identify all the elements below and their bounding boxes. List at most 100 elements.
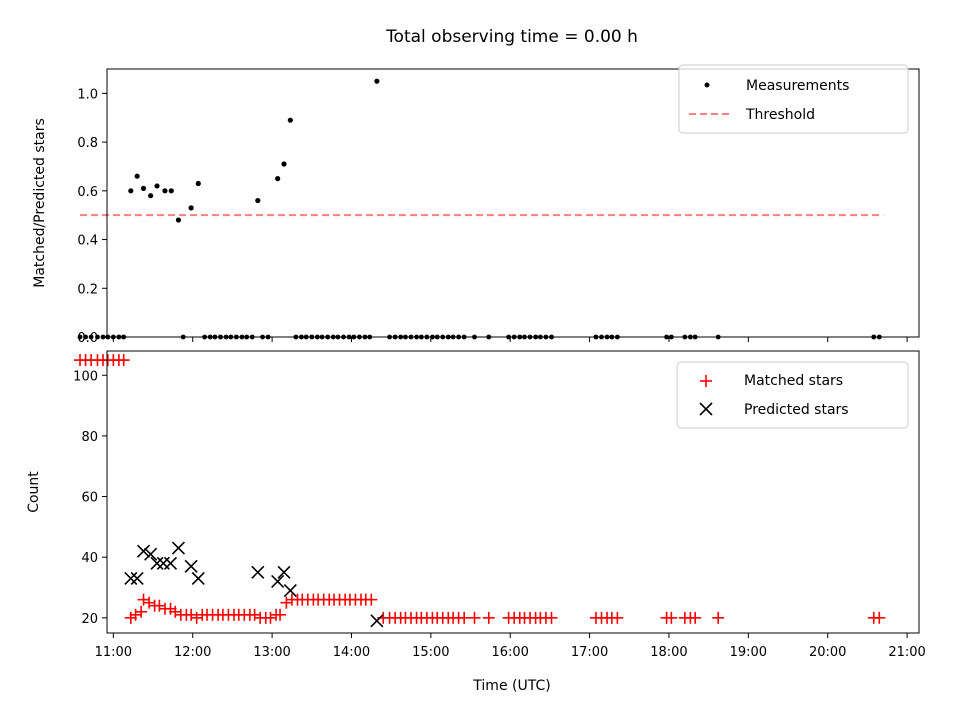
measurement-point	[168, 188, 174, 194]
predicted-star-marker	[370, 614, 384, 628]
matched-star-marker	[190, 611, 203, 624]
legend-predicted-marker	[699, 402, 713, 416]
measurement-point-zero	[83, 334, 88, 340]
bottom-y-tick-label: 100	[73, 369, 98, 384]
measurement-point-zero	[77, 334, 83, 340]
matched-star-marker	[873, 611, 886, 624]
legend-measurements-label: Measurements	[746, 78, 849, 94]
measurement-point	[275, 176, 281, 182]
matched-star-marker	[137, 593, 150, 606]
matched-stars-group	[74, 354, 886, 624]
matched-star-marker	[129, 608, 142, 621]
bottom-y-tick-label: 20	[81, 612, 98, 627]
bottom-x-tick-label: 16:00	[491, 645, 528, 660]
top-y-tick-label: 0.0	[77, 331, 98, 346]
measurement-point	[281, 161, 287, 167]
top-axes-frame	[106, 68, 920, 338]
bottom-legend-box	[676, 361, 909, 429]
bottom-x-tick-label: 20:00	[809, 645, 846, 660]
bottom-y-axis-label: Count	[26, 471, 42, 513]
top-legend: Measurements Threshold	[678, 64, 909, 134]
matched-star-marker	[712, 611, 725, 624]
predicted-star-marker	[150, 556, 164, 570]
matched-star-marker	[482, 611, 495, 624]
matched-star-marker	[169, 605, 182, 618]
top-panel: 0.0 0.2 0.4 0.6 0.8 1.0 Matched/Predicted sta…	[32, 64, 920, 346]
bottom-x-tick-label: 18:00	[650, 645, 687, 660]
bottom-x-tick-label: 11:00	[95, 645, 132, 660]
top-y-tick-label: 0.4	[77, 234, 98, 249]
predicted-star-marker	[251, 565, 265, 579]
bottom-panel: 11:00 12:00 13:00 14:00 15:00 16:00 17:00 18:00…	[26, 350, 926, 694]
matched-star-marker	[135, 605, 148, 618]
bottom-axes-frame	[106, 350, 920, 634]
top-x-ticks	[112, 337, 908, 342]
bottom-x-tick-label: 12:00	[174, 645, 211, 660]
measurement-point	[287, 117, 293, 123]
matched-star-marker	[689, 611, 702, 624]
x-axis-label: Time (UTC)	[472, 678, 550, 694]
bottom-y-tick-label: 60	[81, 491, 98, 506]
bottom-y-tick-label: 40	[81, 551, 98, 566]
legend-measurements-marker	[704, 82, 710, 88]
measurement-point	[148, 193, 154, 199]
legend-matched-label: Matched stars	[744, 373, 843, 389]
legend-threshold-label: Threshold	[745, 107, 815, 123]
predicted-star-marker	[283, 583, 297, 598]
predicted-star-marker	[124, 571, 138, 585]
measurement-point	[154, 183, 160, 189]
top-y-tick-label: 0.8	[77, 136, 98, 151]
bottom-x-tick-label: 15:00	[412, 645, 449, 660]
top-y-tick-label: 0.6	[77, 185, 98, 200]
predicted-stars-group	[124, 541, 384, 628]
chart-title: Total observing time = 0.00 h	[385, 27, 638, 47]
top-y-tick-label: 0.2	[77, 282, 98, 297]
measurement-point-zero	[95, 334, 100, 340]
matched-star-marker	[143, 596, 156, 609]
top-y-ticks: 0.0 0.2 0.4 0.6 0.8 1.0	[77, 87, 107, 346]
predicted-star-marker	[277, 565, 291, 579]
legend-matched-marker	[700, 375, 712, 387]
bottom-x-tick-label: 13:00	[253, 645, 290, 660]
measurement-point-zero	[88, 334, 94, 340]
matched-star-marker	[117, 354, 130, 367]
bottom-x-tick-label: 17:00	[571, 645, 608, 660]
top-y-tick-label: 1.0	[77, 87, 98, 102]
measurement-point	[255, 197, 261, 204]
matched-star-marker	[365, 593, 378, 606]
matched-star-marker	[248, 608, 261, 621]
matched-star-marker	[545, 611, 558, 624]
measurement-point	[140, 185, 147, 191]
matched-star-marker	[264, 611, 277, 624]
bottom-x-tick-label: 21:00	[888, 645, 925, 660]
predicted-star-marker	[163, 556, 178, 570]
measurement-point	[374, 78, 380, 84]
matched-star-marker	[280, 596, 293, 609]
bottom-y-tick-label: 80	[81, 430, 98, 445]
matched-star-marker	[274, 608, 287, 621]
bottom-x-tick-label: 19:00	[730, 645, 767, 660]
matched-star-marker	[153, 599, 166, 612]
predicted-star-marker	[191, 571, 205, 585]
matched-star-marker	[458, 611, 471, 624]
measurement-point	[175, 217, 182, 223]
bottom-x-tick-label: 14:00	[333, 645, 370, 660]
bottom-x-ticks: 11:00 12:00 13:00 14:00 15:00 16:00 17:00 18:00…	[95, 633, 926, 660]
top-legend-box	[678, 64, 909, 134]
predicted-star-marker	[184, 559, 198, 573]
measurement-point	[162, 188, 168, 194]
predicted-star-marker	[130, 571, 144, 585]
bottom-y-ticks: 20 40 60 80 100	[73, 369, 107, 627]
matched-star-marker	[611, 611, 624, 624]
measurement-point	[188, 205, 194, 211]
measurement-point	[128, 188, 134, 194]
measurement-points-group	[128, 78, 380, 223]
predicted-star-marker	[136, 544, 151, 558]
predicted-star-marker	[144, 547, 158, 561]
measurement-point	[134, 173, 140, 179]
top-y-axis-label: Matched/Predicted stars	[32, 118, 48, 288]
matched-star-marker	[665, 611, 678, 624]
measurement-point	[195, 180, 201, 187]
matched-star-marker	[468, 611, 481, 624]
